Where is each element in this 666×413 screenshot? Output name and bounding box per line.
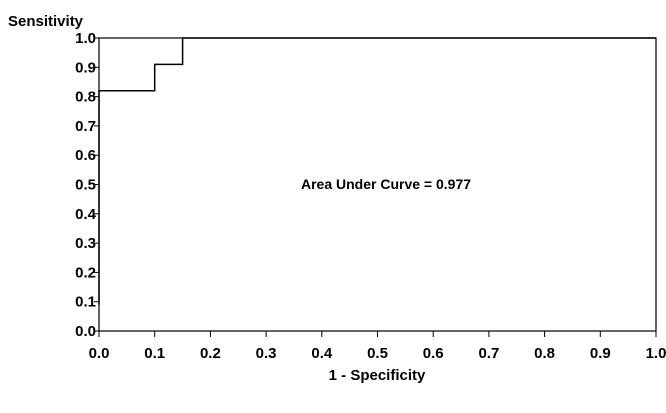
y-axis-title: Sensitivity: [8, 13, 84, 30]
y-tick-label: 0.8: [75, 89, 96, 106]
x-tick-label: 0.3: [256, 345, 277, 362]
roc-curve-line: [98, 37, 656, 305]
y-tick-label: 0.4: [75, 206, 97, 223]
y-tick-label: 0.7: [75, 118, 96, 135]
y-tick-label: 0.5: [75, 177, 96, 194]
x-tick-label: 0.4: [311, 345, 333, 362]
x-tick-label: 0.0: [89, 345, 110, 362]
x-tick-label: 0.7: [478, 345, 499, 362]
y-tick-label: 0.1: [75, 294, 96, 311]
y-axis: 0.0 0.1 0.2 0.3 0.4 0.5 0.6 0.7 0.8 0.9 1.0: [75, 30, 99, 340]
y-tick-label: 0.3: [75, 235, 96, 252]
x-axis-title: 1 - Specificity: [329, 367, 426, 384]
x-tick-label: 0.5: [367, 345, 388, 362]
x-axis: 0.0 0.1 0.2 0.3 0.4 0.5 0.6 0.7 0.8 0.9 1.0: [89, 331, 666, 362]
y-tick-label: 0.9: [75, 59, 96, 76]
x-tick-label: 0.2: [200, 345, 221, 362]
x-tick-label: 1.0: [646, 345, 666, 362]
y-tick-label: 0.2: [75, 264, 96, 281]
y-tick-label: 0.0: [75, 323, 96, 340]
x-tick-label: 0.8: [534, 345, 555, 362]
x-tick-label: 0.6: [423, 345, 444, 362]
y-tick-label: 1.0: [75, 30, 96, 47]
y-tick-label: 0.6: [75, 147, 96, 164]
x-tick-label: 0.9: [590, 345, 611, 362]
auc-annotation: Area Under Curve = 0.977: [301, 176, 471, 192]
x-tick-label: 0.1: [144, 345, 165, 362]
series-layer: [98, 37, 656, 305]
